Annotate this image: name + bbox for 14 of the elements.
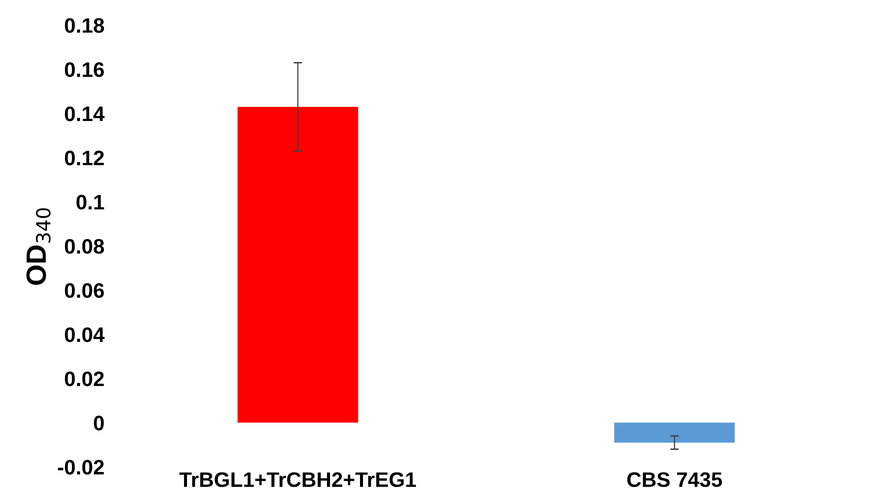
x-tick-label: CBS 7435 [627,472,722,488]
y-tick-label: 0.08 [64,238,104,254]
y-tick-label: 0.16 [64,62,104,78]
y-tick-label: 0.04 [64,327,105,342]
x-tick-label: TrBGL1+TrCBH2+TrEG1 [179,472,416,488]
y-tick-label: 0.1 [76,194,104,210]
y-tick-label: 0.18 [64,18,104,33]
y-tick-label: 0.02 [64,372,104,386]
y-tick-label: 0.12 [64,150,104,166]
y-tick-label: 0 [94,416,104,430]
y-tick-label: 0.14 [64,106,105,122]
y-tick-label: -0.02 [58,460,104,475]
y-axis-title: OD$_{340}$ [26,208,51,285]
y-tick-label: 0.06 [64,283,104,298]
